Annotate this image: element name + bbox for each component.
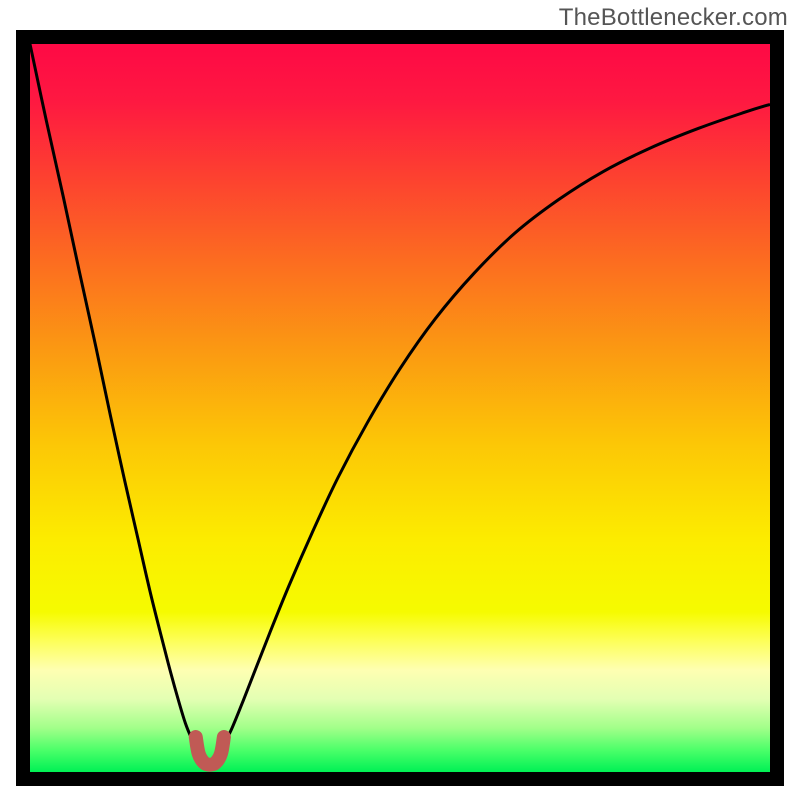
watermark-text: TheBottlenecker.com (559, 4, 788, 32)
chart-container: TheBottlenecker.com (0, 0, 800, 800)
gradient-background (30, 44, 770, 772)
